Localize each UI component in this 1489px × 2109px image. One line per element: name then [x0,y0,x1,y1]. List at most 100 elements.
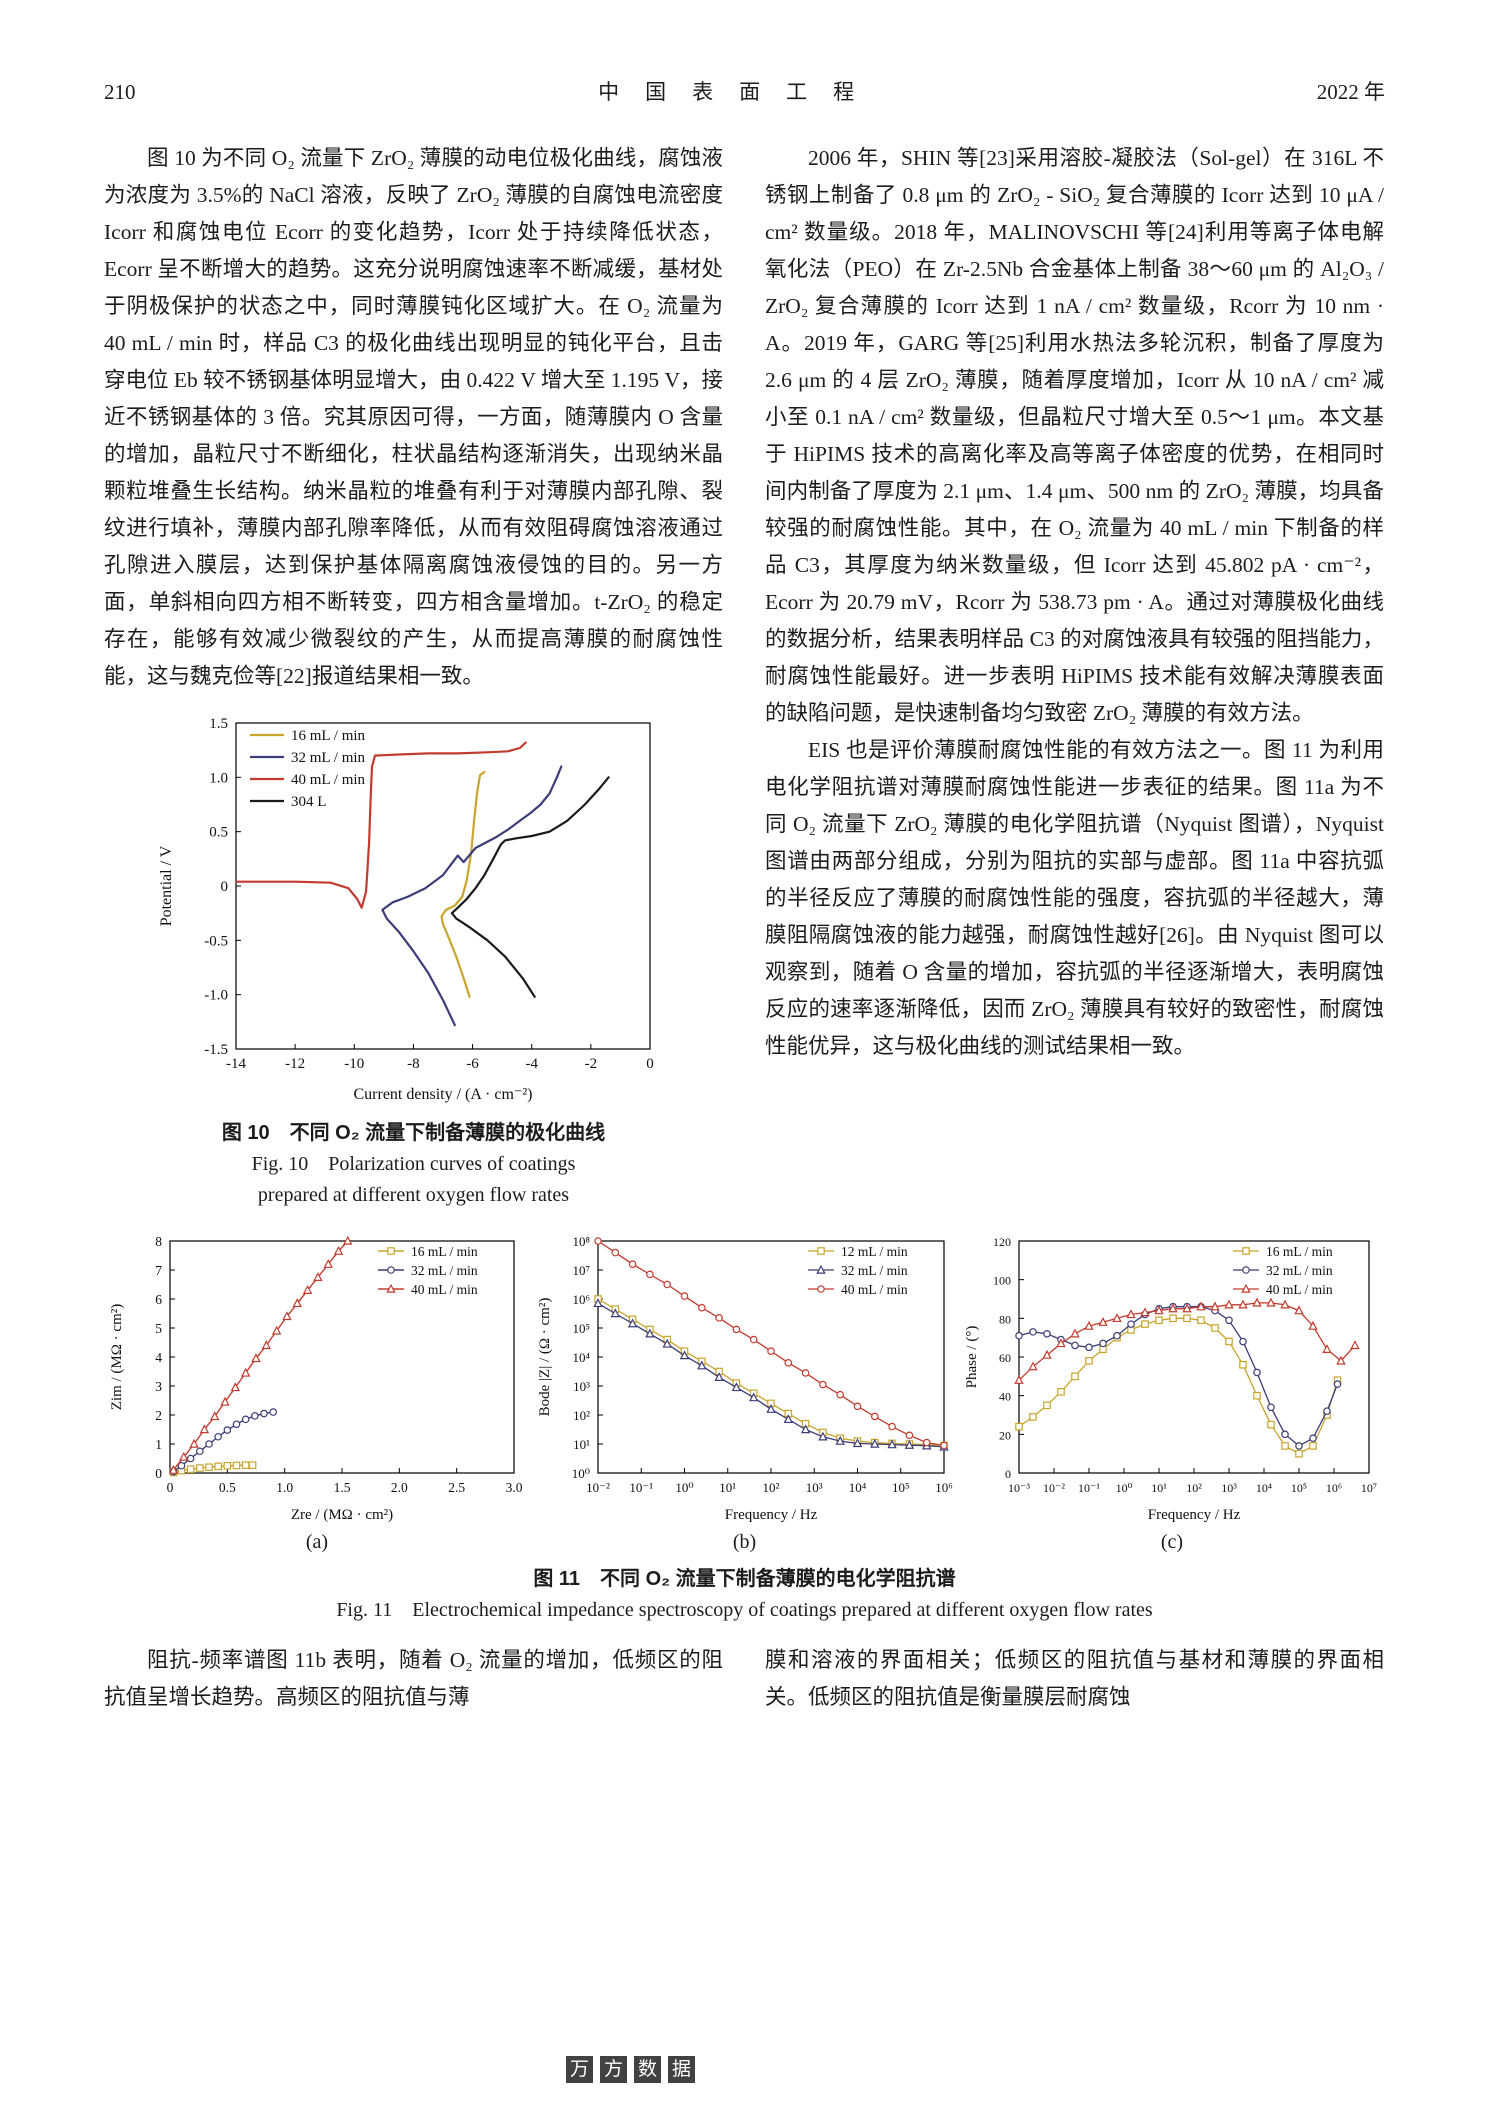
svg-text:32 mL / min: 32 mL / min [411,1263,478,1278]
svg-text:10⁻¹: 10⁻¹ [629,1480,653,1495]
svg-text:20: 20 [999,1428,1011,1442]
svg-text:-14: -14 [226,1056,246,1072]
svg-text:10⁻²: 10⁻² [586,1480,610,1495]
fig11b-label: (b) [732,1531,757,1553]
svg-text:Zre / (MΩ · cm²): Zre / (MΩ · cm²) [291,1507,393,1523]
svg-text:32 mL / min: 32 mL / min [291,750,366,766]
wanfang-watermark: 万 方 数 据 [566,2056,695,2083]
svg-text:-1.0: -1.0 [204,988,228,1004]
fig11a-nyquist-chart: 0 0.5 1.0 1.5 2.0 2.5 3.0 0 1 2 3 4 5 6 7 8 Zre / (MΩ · … [104,1229,530,1529]
svg-text:40 mL / min: 40 mL / min [411,1282,478,1297]
svg-text:0: 0 [167,1480,174,1495]
bottom-text: 阻抗-频率谱图 11b 表明，随着 O₂ 流量的增加，低频区的阻抗值呈增长趋势。… [104,1642,1385,1716]
svg-text:4: 4 [155,1350,162,1365]
left-column: 图 10 为不同 O₂ 流量下 ZrO₂ 薄膜的动电位极化曲线，腐蚀液为浓度为 … [104,140,723,1211]
svg-text:16 mL / min: 16 mL / min [1266,1244,1333,1259]
svg-text:10³: 10³ [805,1480,822,1495]
fig11c-phase-chart: 10⁻³ 10⁻² 10⁻¹ 10⁰ 10¹ 10² 10³ 10⁴ 10⁵ 10⁶ 10⁷ 0 20 4… [959,1229,1385,1529]
svg-text:-2: -2 [584,1056,597,1072]
svg-text:0: 0 [1005,1467,1011,1481]
paragraph-impedance-frequency: 阻抗-频率谱图 11b 表明，随着 O₂ 流量的增加，低频区的阻抗值呈增长趋势。… [104,1648,723,1709]
paragraph-fig10-discussion: 图 10 为不同 O₂ 流量下 ZrO₂ 薄膜的动电位极化曲线，腐蚀液为浓度为 … [104,146,723,688]
svg-text:10²: 10² [573,1408,590,1423]
page-number: 210 [104,80,136,104]
svg-text:Current density / (A · cm⁻²): Current density / (A · cm⁻²) [353,1086,532,1103]
fig11-caption-en: Fig. 11 Electrochemical impedance spectr… [336,1599,1153,1621]
svg-text:10⁶: 10⁶ [1326,1481,1342,1495]
svg-text:10³: 10³ [573,1379,590,1394]
svg-text:10⁶: 10⁶ [572,1292,590,1307]
svg-text:10⁸: 10⁸ [572,1234,590,1249]
watermark-char: 万 [566,2056,593,2083]
svg-text:-10: -10 [344,1056,364,1072]
svg-text:-0.5: -0.5 [204,933,228,949]
figure-11c: 10⁻³ 10⁻² 10⁻¹ 10⁰ 10¹ 10² 10³ 10⁴ 10⁵ 10⁶ 10⁷ 0 20 4… [959,1229,1385,1555]
main-text: 图 10 为不同 O₂ 流量下 ZrO₂ 薄膜的动电位极化曲线，腐蚀液为浓度为 … [104,140,1385,1211]
svg-text:Frequency / Hz: Frequency / Hz [724,1507,817,1523]
svg-text:10⁷: 10⁷ [572,1263,590,1278]
svg-text:Phase / (°): Phase / (°) [964,1326,980,1389]
fig11-caption-cn: 图 11 不同 O₂ 流量下制备薄膜的电化学阻抗谱 [533,1568,956,1590]
paragraph-literature-comparison: 2006 年，SHIN 等[23]采用溶胶-凝胶法（Sol-gel）在 316L… [765,146,1384,725]
watermark-char: 据 [668,2056,695,2083]
svg-text:Potential / V: Potential / V [158,845,175,926]
fig11a-label: (a) [305,1531,329,1553]
svg-text:10⁰: 10⁰ [675,1480,693,1495]
svg-text:3.0: 3.0 [506,1480,523,1495]
svg-text:0.5: 0.5 [219,1480,236,1495]
svg-text:40 mL / min: 40 mL / min [291,772,366,788]
svg-text:0.5: 0.5 [209,825,228,841]
svg-text:Frequency / Hz: Frequency / Hz [1148,1507,1241,1523]
svg-text:10⁻³: 10⁻³ [1008,1481,1030,1495]
svg-text:1: 1 [155,1437,162,1452]
svg-text:10²: 10² [762,1480,779,1495]
svg-text:-12: -12 [285,1056,305,1072]
svg-text:7: 7 [155,1263,162,1278]
svg-text:5: 5 [155,1321,162,1336]
figure-10: -14 -12 -10 -8 -6 -4 -2 0 -1.5 -1.0 -0.5 0 0.5 1.0 1.5… [104,709,723,1211]
svg-text:1.5: 1.5 [334,1480,351,1495]
svg-text:2.0: 2.0 [391,1480,408,1495]
bottom-left-column: 阻抗-频率谱图 11b 表明，随着 O₂ 流量的增加，低频区的阻抗值呈增长趋势。… [104,1642,723,1716]
fig10-caption-cn: 图 10 不同 O₂ 流量下制备薄膜的极化曲线 [221,1122,606,1144]
svg-text:12 mL / min: 12 mL / min [841,1244,908,1259]
svg-text:10⁴: 10⁴ [1256,1481,1272,1495]
svg-text:10⁵: 10⁵ [1291,1481,1307,1495]
svg-text:8: 8 [155,1234,162,1249]
svg-text:120: 120 [993,1235,1011,1249]
svg-text:-8: -8 [407,1056,420,1072]
svg-text:0: 0 [646,1056,654,1072]
figure-11a: 0 0.5 1.0 1.5 2.0 2.5 3.0 0 1 2 3 4 5 6 7 8 Zre / (MΩ · … [104,1229,530,1555]
svg-text:32 mL / min: 32 mL / min [841,1263,908,1278]
svg-text:32 mL / min: 32 mL / min [1266,1263,1333,1278]
fig10-caption-en-line1: Fig. 10 Polarization curves of coatings [251,1153,576,1175]
svg-text:40 mL / min: 40 mL / min [1266,1282,1333,1297]
bottom-right-column: 膜和溶液的界面相关；低频区的阻抗值与基材和薄膜的界面相关。低频区的阻抗值是衡量膜… [765,1642,1384,1716]
svg-text:10²: 10² [1186,1481,1202,1495]
svg-text:10⁴: 10⁴ [848,1480,866,1495]
svg-text:1.0: 1.0 [276,1480,293,1495]
svg-text:Zim / (MΩ · cm²): Zim / (MΩ · cm²) [109,1304,125,1410]
svg-text:10⁰: 10⁰ [1116,1481,1133,1495]
svg-text:6: 6 [155,1292,162,1307]
publication-year: 2022 年 [1316,80,1385,104]
svg-text:-1.5: -1.5 [204,1042,228,1058]
right-column: 2006 年，SHIN 等[23]采用溶胶-凝胶法（Sol-gel）在 316L… [765,140,1384,1211]
page-header: 210 中国表面工程 2022 年 [104,76,1385,106]
svg-text:-4: -4 [525,1056,538,1072]
fig11c-label: (c) [1160,1531,1184,1553]
fig10-polarization-chart: -14 -12 -10 -8 -6 -4 -2 0 -1.5 -1.0 -0.5 0 0.5 1.0 1.5… [104,709,723,1109]
journal-title: 中国表面工程 [598,80,881,104]
svg-text:Bode |Z| / (Ω · cm²): Bode |Z| / (Ω · cm²) [537,1298,553,1417]
svg-text:10⁶: 10⁶ [935,1480,953,1495]
svg-text:10¹: 10¹ [719,1480,736,1495]
figure-11: 0 0.5 1.0 1.5 2.0 2.5 3.0 0 1 2 3 4 5 6 7 8 Zre / (MΩ · … [104,1229,1385,1626]
svg-text:100: 100 [993,1274,1011,1288]
svg-text:10¹: 10¹ [1151,1481,1167,1495]
svg-text:10¹: 10¹ [573,1437,590,1452]
svg-text:10³: 10³ [1221,1481,1237,1495]
svg-text:304 L: 304 L [291,794,326,810]
svg-text:1.5: 1.5 [209,716,228,732]
svg-text:10⁰: 10⁰ [571,1466,589,1481]
figure-11-charts: 0 0.5 1.0 1.5 2.0 2.5 3.0 0 1 2 3 4 5 6 7 8 Zre / (MΩ · … [104,1229,1385,1555]
